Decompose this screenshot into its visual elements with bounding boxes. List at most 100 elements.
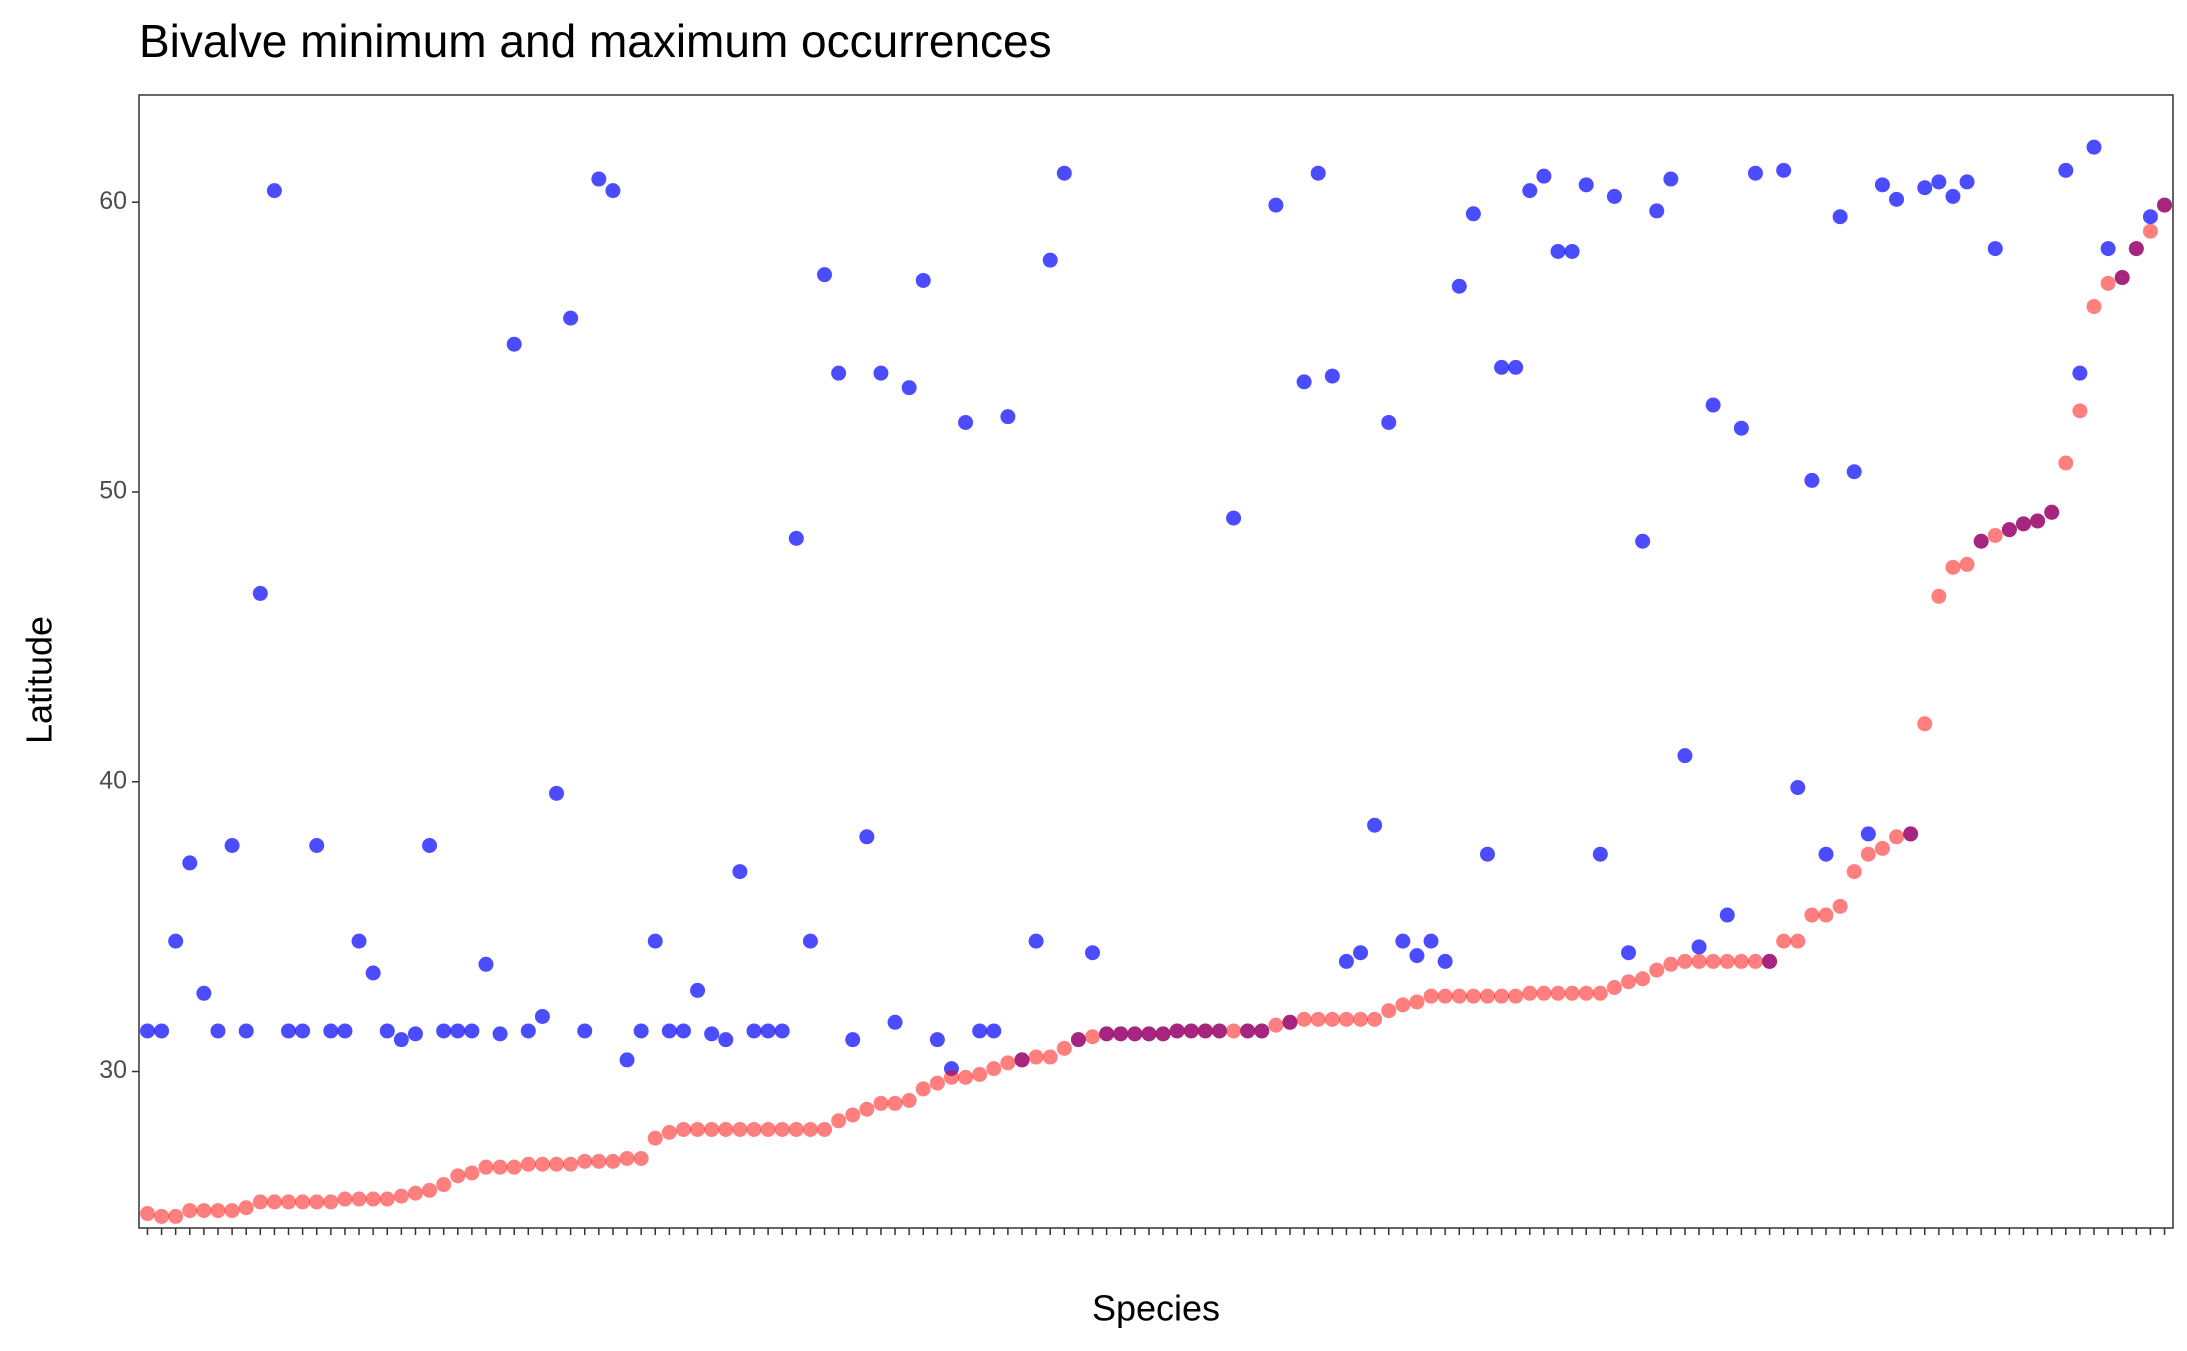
point [1353, 945, 1369, 961]
point [520, 1023, 536, 1039]
point [647, 933, 663, 949]
point [1691, 953, 1707, 969]
point [873, 365, 889, 381]
point [929, 1075, 945, 1091]
point [1141, 1026, 1157, 1042]
point [309, 838, 325, 854]
point [1268, 197, 1284, 213]
point [1000, 409, 1016, 425]
point [1395, 997, 1411, 1013]
point [1494, 359, 1510, 375]
point [1197, 1023, 1213, 1039]
point [619, 1052, 635, 1068]
point [309, 1194, 325, 1210]
point [337, 1023, 353, 1039]
point [1282, 1014, 1298, 1030]
point [139, 1206, 155, 1222]
point [238, 1200, 254, 1216]
point [1155, 1026, 1171, 1042]
plot-frame [138, 94, 2174, 1229]
point [534, 1156, 550, 1172]
point [2072, 365, 2088, 381]
point [831, 365, 847, 381]
point [393, 1032, 409, 1048]
point [1522, 183, 1538, 199]
point [281, 1023, 297, 1039]
point [1621, 974, 1637, 990]
point [450, 1168, 466, 1184]
point [182, 1203, 198, 1219]
point [492, 1026, 508, 1042]
point [1367, 817, 1383, 833]
point [1479, 988, 1495, 1004]
point [1860, 846, 1876, 862]
point [1465, 988, 1481, 1004]
point [1874, 177, 1890, 193]
point [549, 785, 565, 801]
point [1479, 846, 1495, 862]
point [1592, 846, 1608, 862]
point [1437, 988, 1453, 1004]
point [972, 1066, 988, 1082]
point [1169, 1023, 1185, 1039]
point [1226, 510, 1242, 526]
point [1959, 556, 1975, 572]
point [1423, 988, 1439, 1004]
point [675, 1023, 691, 1039]
point [1846, 864, 1862, 880]
point [633, 1023, 649, 1039]
point [1437, 953, 1453, 969]
point [1959, 174, 1975, 190]
point [1564, 985, 1580, 1001]
point [943, 1069, 959, 1085]
point [266, 183, 282, 199]
point [1649, 962, 1665, 978]
point [1508, 988, 1524, 1004]
point [760, 1023, 776, 1039]
point [661, 1124, 677, 1140]
point [1451, 278, 1467, 294]
point [506, 1159, 522, 1175]
point [1578, 985, 1594, 1001]
point [464, 1023, 480, 1039]
point [1818, 907, 1834, 923]
point [436, 1177, 452, 1193]
point [323, 1194, 339, 1210]
point [1254, 1023, 1270, 1039]
point [238, 1023, 254, 1039]
point [1367, 1011, 1383, 1027]
point [817, 267, 833, 283]
point [605, 1153, 621, 1169]
point [182, 855, 198, 871]
point [549, 1156, 565, 1172]
point [337, 1191, 353, 1207]
point [1733, 953, 1749, 969]
point [958, 414, 974, 430]
point [1536, 168, 1552, 184]
point [422, 838, 438, 854]
point [774, 1023, 790, 1039]
point [591, 171, 607, 187]
point [196, 985, 212, 1001]
point [422, 1182, 438, 1198]
point [1931, 588, 1947, 604]
point [1550, 243, 1566, 259]
point [1381, 414, 1397, 430]
point [224, 1203, 240, 1219]
point [788, 530, 804, 546]
point [1747, 953, 1763, 969]
point [1663, 171, 1679, 187]
point [1917, 180, 1933, 196]
point [986, 1061, 1002, 1077]
point [563, 310, 579, 326]
point [2142, 209, 2158, 225]
point [1606, 188, 1622, 204]
point [2072, 403, 2088, 419]
point [2086, 139, 2102, 155]
point [1677, 748, 1693, 764]
point [661, 1023, 677, 1039]
point [1606, 979, 1622, 995]
point [1070, 1032, 1086, 1048]
point [323, 1023, 339, 1039]
